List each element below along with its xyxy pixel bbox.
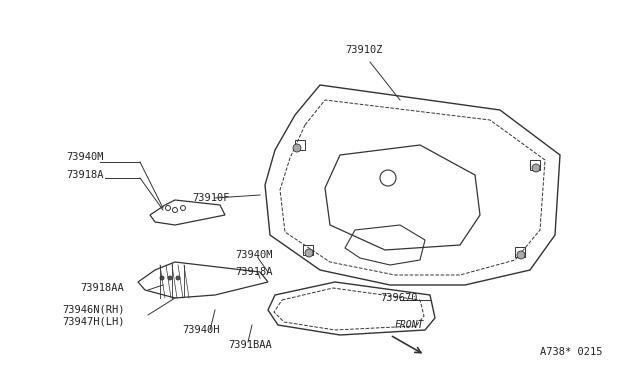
Bar: [530, 160, 540, 170]
Circle shape: [160, 276, 164, 280]
Text: 73947H(LH): 73947H(LH): [62, 317, 125, 327]
Text: 73910Z: 73910Z: [345, 45, 383, 55]
Text: A738* 0215: A738* 0215: [540, 347, 602, 357]
Text: 73940M: 73940M: [235, 250, 273, 260]
Text: 739670: 739670: [380, 293, 417, 303]
Text: 73918AA: 73918AA: [80, 283, 124, 293]
Circle shape: [293, 144, 301, 152]
Bar: [303, 245, 313, 255]
Text: 73918A: 73918A: [235, 267, 273, 277]
Bar: [515, 247, 525, 257]
Text: 7391BAA: 7391BAA: [228, 340, 272, 350]
Circle shape: [305, 249, 313, 257]
Text: 73910F: 73910F: [192, 193, 230, 203]
Text: 73940H: 73940H: [182, 325, 220, 335]
Text: 73940M: 73940M: [66, 152, 104, 162]
Circle shape: [517, 251, 525, 259]
Circle shape: [168, 276, 172, 280]
Circle shape: [176, 276, 180, 280]
Circle shape: [532, 164, 540, 172]
Bar: [295, 140, 305, 150]
Text: FRONT: FRONT: [395, 320, 424, 330]
Text: 73946N(RH): 73946N(RH): [62, 305, 125, 315]
Text: 73918A: 73918A: [66, 170, 104, 180]
